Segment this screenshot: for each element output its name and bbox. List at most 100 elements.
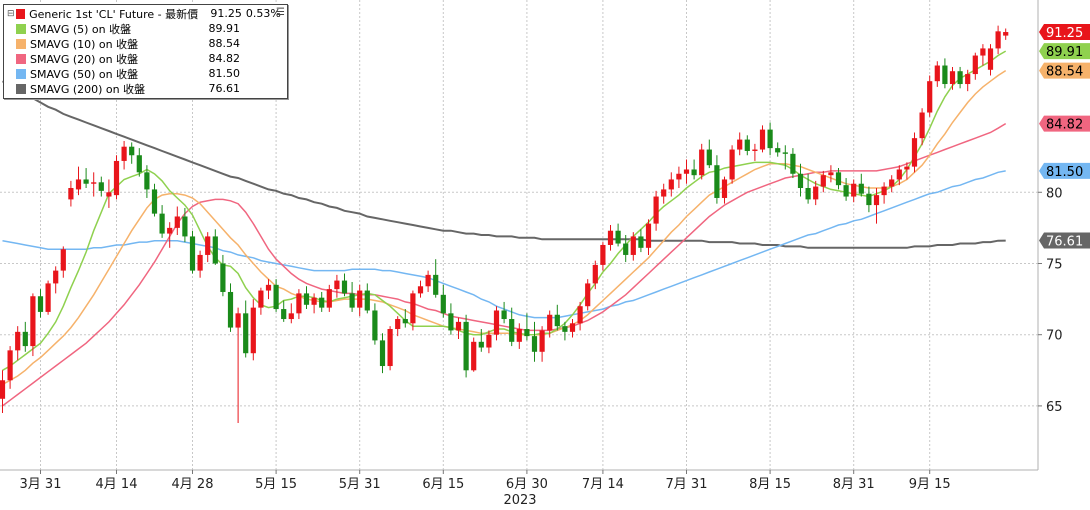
candlestick — [630, 232, 636, 261]
candlestick — [189, 230, 196, 274]
candlestick — [820, 170, 826, 193]
candlestick — [721, 176, 728, 204]
candlestick — [873, 188, 880, 224]
candle-body — [516, 329, 522, 342]
legend-item[interactable]: SMAVG (5) on 收盤 89.91 — [7, 21, 284, 36]
candlestick — [326, 284, 332, 312]
candlestick — [805, 173, 811, 204]
candlestick — [797, 163, 804, 197]
candle-body — [524, 329, 530, 337]
candlestick — [828, 165, 834, 183]
candle-body — [600, 244, 606, 265]
candlestick — [531, 321, 538, 362]
candlestick — [15, 326, 21, 361]
candlestick — [934, 61, 940, 87]
candle-body — [661, 189, 667, 197]
candle-body — [83, 179, 89, 184]
x-tick-label: 7月 14 — [582, 477, 624, 492]
candlestick — [182, 207, 188, 243]
candle-body — [258, 290, 264, 308]
candle-body — [873, 195, 880, 206]
candle-body — [144, 172, 150, 190]
candlestick — [569, 319, 576, 338]
candlestick — [562, 321, 568, 341]
candle-body — [486, 334, 492, 348]
legend-value: 89.91 — [208, 22, 241, 35]
candlestick — [714, 155, 720, 204]
y-tick-label: 65 — [1046, 400, 1063, 415]
legend-item[interactable]: ⊟ Generic 1st 'CL' Future - 最新價 91.25 0.53% — [7, 6, 284, 21]
collapse-icon[interactable]: ⊟ — [7, 8, 15, 19]
candlestick — [706, 139, 712, 169]
candle-body — [455, 321, 462, 331]
candlestick — [273, 279, 279, 312]
candlestick — [638, 229, 644, 253]
value-tag-text: 88.54 — [1046, 65, 1083, 80]
candle-body — [965, 74, 971, 85]
legend-item[interactable]: SMAVG (50) on 收盤 81.50 — [7, 66, 284, 81]
candle-body — [790, 153, 796, 174]
candlestick — [744, 135, 750, 156]
candle-body — [440, 294, 446, 314]
candle-body — [357, 290, 363, 308]
candle-body — [972, 55, 978, 75]
candle-body — [881, 186, 887, 196]
candlestick — [615, 223, 621, 247]
candle-body — [212, 236, 218, 264]
candlestick — [767, 122, 773, 156]
candle-body — [341, 280, 348, 294]
candle-body — [387, 329, 393, 367]
candlestick — [987, 44, 994, 76]
candle-body — [828, 172, 834, 176]
legend-value: 88.54 — [208, 37, 241, 50]
x-tick-label: 6月 30 — [506, 477, 548, 492]
candlestick — [113, 155, 120, 200]
candlestick — [607, 225, 614, 251]
legend-item[interactable]: SMAVG (200) on 收盤 76.61 — [7, 81, 284, 96]
candlestick — [53, 266, 59, 294]
candlestick — [265, 279, 272, 300]
menu-icon[interactable]: ☰ — [276, 7, 285, 18]
candle-body — [288, 313, 294, 320]
candle-body — [379, 340, 386, 367]
candlestick — [759, 125, 766, 153]
candle-body — [364, 290, 370, 311]
legend-label: SMAVG (200) on 收盤 — [30, 82, 146, 96]
legend-item[interactable]: SMAVG (10) on 收盤 88.54 — [7, 36, 284, 51]
candlestick — [258, 287, 264, 315]
candle-body — [592, 264, 598, 284]
ma-line — [2, 69, 1007, 386]
candle-body — [737, 139, 743, 150]
candle-body — [927, 81, 933, 113]
candlestick — [623, 235, 629, 263]
candlestick — [174, 206, 180, 235]
candle-body — [334, 280, 340, 290]
candle-body — [630, 236, 636, 255]
candlestick — [334, 274, 340, 298]
candlestick — [425, 270, 431, 292]
candlestick — [296, 289, 302, 320]
value-tag-bg — [1039, 43, 1090, 60]
candlestick — [387, 326, 393, 371]
legend-value: 76.61 — [208, 82, 241, 95]
candle-body — [759, 129, 766, 150]
y-tick-label: 80 — [1046, 186, 1063, 201]
candle-body — [889, 179, 895, 187]
candlestick — [22, 321, 28, 352]
candlestick — [220, 254, 226, 297]
value-tag-text: 84.82 — [1046, 118, 1083, 133]
candle-body — [843, 185, 849, 197]
chart-legend[interactable]: ☰ ⊟ Generic 1st 'CL' Future - 最新價 91.25 0.5… — [3, 4, 288, 99]
legend-item[interactable]: SMAVG (20) on 收盤 84.82 — [7, 51, 284, 66]
candlestick — [919, 108, 925, 146]
candle-body — [653, 196, 659, 224]
candlestick — [379, 333, 386, 374]
candlestick — [205, 232, 211, 263]
candlestick — [364, 283, 370, 314]
candlestick — [98, 176, 104, 197]
candlestick — [843, 178, 849, 201]
candle-body — [151, 189, 158, 214]
candle-body — [129, 146, 135, 156]
candle-body — [402, 319, 408, 324]
value-tag-bg — [1039, 24, 1090, 41]
